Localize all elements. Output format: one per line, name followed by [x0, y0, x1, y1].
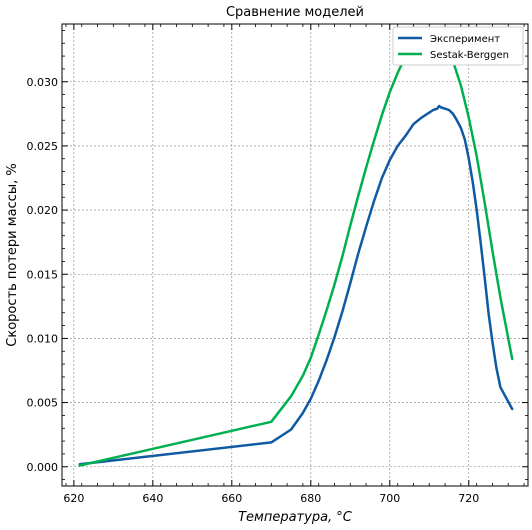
grid — [62, 24, 528, 486]
x-tick-labels: 620 640 660 680 700 720 — [63, 492, 479, 505]
legend-label-experiment: Эксперимент — [430, 34, 500, 45]
x-tick-label: 640 — [142, 492, 163, 505]
legend: Эксперимент Sestak-Berggen — [392, 26, 524, 66]
legend-label-sestak-berggen: Sestak-Berggen — [430, 50, 509, 61]
y-tick-label: 0.030 — [27, 76, 59, 89]
x-tick-label: 620 — [63, 492, 84, 505]
y-axis-label: Скорость потери массы, % — [5, 163, 20, 346]
y-tick-label: 0.000 — [27, 461, 59, 474]
series-line-experiment — [78, 104, 514, 466]
y-tick-label: 0.010 — [27, 332, 59, 345]
major-ticks — [62, 24, 528, 486]
y-tick-label: 0.015 — [27, 268, 59, 281]
x-tick-label: 660 — [221, 492, 242, 505]
x-tick-label: 720 — [458, 492, 479, 505]
x-tick-label: 700 — [379, 492, 400, 505]
x-tick-label: 680 — [300, 492, 321, 505]
x-axis-label: Температура, °C — [238, 510, 353, 525]
y-tick-label: 0.020 — [27, 204, 59, 217]
series-line-sestak-berggen — [78, 34, 514, 467]
series-layer — [78, 34, 514, 467]
y-tick-label: 0.005 — [27, 397, 59, 410]
plot-frame — [61, 23, 529, 487]
y-tick-labels: 0.000 0.005 0.010 0.015 0.020 0.025 0.030 — [27, 76, 59, 474]
y-tick-label: 0.025 — [27, 140, 59, 153]
legend-box — [392, 26, 524, 66]
chart-title: Сравнение моделей — [226, 5, 364, 20]
plot-background — [62, 24, 528, 486]
